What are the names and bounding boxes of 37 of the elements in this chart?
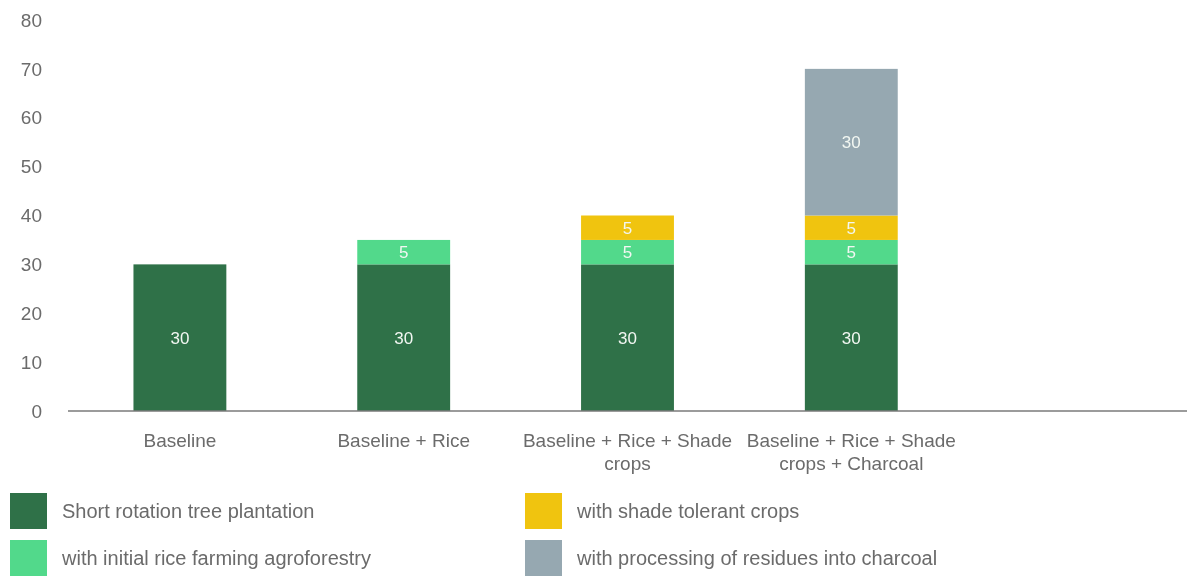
y-tick-label: 80 bbox=[20, 9, 42, 31]
bar bbox=[804, 239, 898, 265]
data-label: 5 bbox=[398, 243, 409, 263]
legend-label: with initial rice farming agroforestry bbox=[61, 547, 371, 569]
y-tick-label: 70 bbox=[20, 58, 42, 80]
bar bbox=[581, 264, 674, 411]
x-tick-label: Baseline + Rice + Shade crops + Charcoal bbox=[746, 429, 956, 475]
y-tick-label: 30 bbox=[20, 254, 42, 276]
data-label: 30 bbox=[841, 133, 861, 153]
bar bbox=[804, 215, 898, 240]
data-label: 30 bbox=[618, 328, 637, 348]
x-tick-label: Baseline + Rice bbox=[337, 429, 470, 451]
data-label: 5 bbox=[846, 243, 857, 263]
data-label: 30 bbox=[841, 328, 861, 348]
data-label: 30 bbox=[394, 328, 414, 348]
bar bbox=[804, 264, 898, 411]
y-tick-label: 10 bbox=[20, 351, 42, 373]
data-label: 5 bbox=[622, 218, 633, 238]
y-tick-label: 40 bbox=[20, 205, 42, 227]
data-label: 5 bbox=[846, 218, 857, 238]
y-tick-label: 60 bbox=[20, 107, 42, 129]
legend-label: Short rotation tree plantation bbox=[62, 500, 315, 522]
bar bbox=[581, 239, 674, 265]
bar bbox=[804, 68, 898, 216]
data-label: 5 bbox=[622, 243, 633, 263]
bar bbox=[357, 264, 451, 411]
y-tick-label: 50 bbox=[20, 156, 42, 178]
bar bbox=[357, 239, 451, 265]
data-label: 30 bbox=[170, 328, 190, 348]
legend-label: with shade tolerant crops bbox=[576, 500, 800, 522]
bar bbox=[581, 215, 674, 240]
bar bbox=[133, 264, 227, 411]
x-tick-label: Baseline bbox=[143, 429, 217, 451]
x-tick-label: Baseline + Rice + Shade crops bbox=[522, 429, 733, 475]
legend-label: with processing of residues into charcoal bbox=[576, 547, 938, 569]
y-tick-label: 20 bbox=[20, 302, 42, 324]
y-tick-label: 0 bbox=[31, 400, 42, 422]
